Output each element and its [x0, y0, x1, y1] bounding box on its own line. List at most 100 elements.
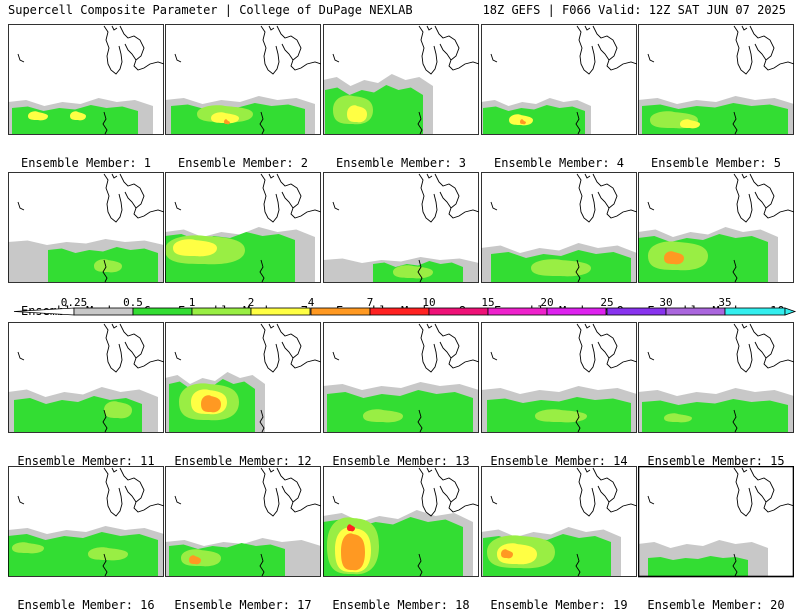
ensemble-member-label: Ensemble Member: 13 — [332, 454, 470, 468]
state-border — [259, 111, 265, 135]
map-frame — [8, 466, 164, 577]
color-legend-swatch — [310, 307, 371, 316]
color-legend-swatch — [665, 307, 726, 316]
scp-contour-fill — [104, 401, 132, 419]
scp-contour-fill — [501, 549, 513, 559]
scp-contour-fill — [8, 532, 158, 576]
scp-contour-fill — [327, 390, 473, 432]
ensemble-member-panel: Ensemble Member: 1 — [8, 24, 164, 174]
ensemble-member-map — [481, 24, 637, 135]
map-frame — [638, 172, 794, 283]
color-legend-swatch — [546, 307, 607, 316]
color-legend-swatch — [191, 307, 252, 316]
ensemble-member-panel: Ensemble Member: 5 — [638, 24, 794, 174]
ensemble-member-label: Ensemble Member: 5 — [650, 156, 782, 170]
scp-contour-fill — [347, 524, 355, 532]
ensemble-member-panel: Ensemble Member: 19 — [481, 466, 637, 616]
map-frame — [165, 24, 321, 135]
ensemble-member-map — [481, 322, 637, 433]
great-lakes-outline — [174, 25, 321, 75]
ensemble-member-map — [638, 466, 794, 578]
ensemble-member-map — [8, 172, 164, 283]
great-lakes-outline — [647, 25, 794, 75]
ensemble-member-map — [323, 322, 479, 433]
scp-contour-fill — [189, 555, 201, 565]
map-frame — [323, 466, 479, 577]
map-frame — [323, 24, 479, 135]
great-lakes-outline — [17, 173, 164, 223]
ensemble-member-panel: Ensemble Member: 6 — [8, 172, 164, 322]
great-lakes-outline — [174, 467, 321, 517]
scp-contour-fill — [483, 105, 585, 134]
state-border — [732, 111, 738, 135]
map-frame — [638, 322, 794, 433]
color-legend-tick-label: 10 — [422, 296, 436, 309]
color-legend-above-arrow — [784, 307, 797, 316]
color-legend-tick-label: 15 — [481, 296, 495, 309]
ensemble-member-label: Ensemble Member: 19 — [490, 598, 628, 612]
scp-contour-fill — [363, 409, 403, 423]
color-legend-tick-label: 7 — [366, 296, 374, 309]
ensemble-member-map — [638, 172, 794, 283]
great-lakes-outline — [17, 25, 164, 75]
ensemble-member-panel: Ensemble Member: 9 — [481, 172, 637, 322]
valid-time: 18Z GEFS | F066 Valid: 12Z SAT JUN 07 20… — [482, 3, 786, 17]
color-legend-tick-label: 30 — [659, 296, 673, 309]
map-frame — [638, 24, 794, 135]
ensemble-member-label: Ensemble Member: 12 — [174, 454, 312, 468]
great-lakes-outline — [332, 173, 479, 223]
map-frame — [481, 24, 637, 135]
ensemble-member-panel: Ensemble Member: 17 — [165, 466, 321, 616]
ensemble-member-map — [323, 172, 479, 283]
great-lakes-outline — [490, 467, 637, 517]
scp-contour-fill — [535, 409, 587, 423]
ensemble-member-label: Ensemble Member: 2 — [177, 156, 309, 170]
state-border — [732, 409, 738, 433]
state-border — [417, 259, 423, 283]
map-frame — [165, 172, 321, 283]
color-legend-swatch — [369, 307, 430, 316]
scp-contour-fill — [70, 111, 86, 121]
great-lakes-outline — [647, 173, 794, 223]
scp-contour-fill — [642, 399, 788, 432]
map-frame — [8, 322, 164, 433]
color-legend-swatch — [250, 307, 311, 316]
scp-contour-fill — [201, 395, 221, 413]
ensemble-member-map — [8, 466, 164, 577]
ensemble-member-map — [481, 466, 637, 577]
ensemble-member-label: Ensemble Member: 16 — [17, 598, 155, 612]
map-frame — [8, 24, 164, 135]
color-legend-tick-label: 35 — [718, 296, 732, 309]
ensemble-member-map — [323, 24, 479, 135]
great-lakes-outline — [647, 323, 794, 373]
state-border — [417, 409, 423, 433]
ensemble-member-map — [638, 24, 794, 135]
scp-contour-fill — [94, 259, 122, 273]
state-border — [102, 111, 108, 135]
color-legend-tick-label: 2 — [247, 296, 255, 309]
ensemble-member-panel: Ensemble Member: 16 — [8, 466, 164, 616]
state-border — [575, 553, 581, 577]
map-frame — [323, 172, 479, 283]
great-lakes-outline — [174, 323, 321, 373]
ensemble-member-map — [8, 322, 164, 433]
ensemble-member-map — [165, 466, 321, 577]
color-legend-swatch — [73, 307, 134, 316]
ensemble-member-panel: Ensemble Member: 2 — [165, 24, 321, 174]
scp-contour-fill — [173, 239, 217, 257]
state-border — [417, 111, 423, 135]
ensemble-member-panel: Ensemble Member: 11 — [8, 322, 164, 472]
ensemble-member-map — [165, 172, 321, 283]
great-lakes-outline — [174, 173, 321, 223]
state-border — [575, 409, 581, 433]
state-border — [732, 553, 738, 577]
great-lakes-outline — [490, 25, 637, 75]
great-lakes-outline — [490, 173, 637, 223]
ensemble-member-panel: Ensemble Member: 14 — [481, 322, 637, 472]
scp-contour-fill — [341, 533, 365, 571]
ensemble-member-map — [323, 466, 479, 577]
ensemble-member-label: Ensemble Member: 15 — [647, 454, 785, 468]
ensemble-member-map — [638, 322, 794, 433]
ensemble-member-panel: Ensemble Member: 20 — [638, 466, 794, 616]
great-lakes-outline — [17, 467, 164, 517]
